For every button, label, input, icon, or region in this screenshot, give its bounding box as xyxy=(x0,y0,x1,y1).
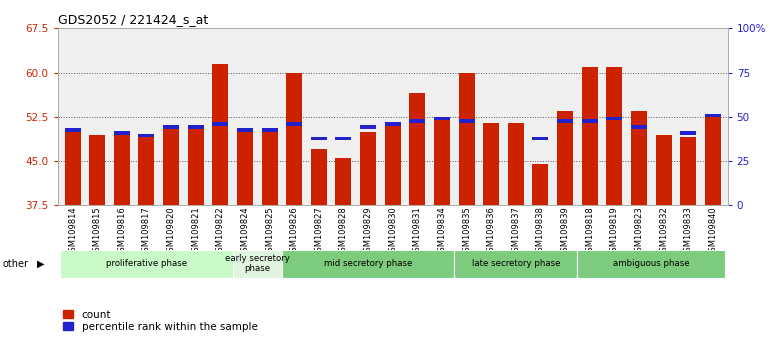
Bar xyxy=(336,137,351,141)
Text: GSM109833: GSM109833 xyxy=(684,206,693,257)
Bar xyxy=(385,122,400,126)
Text: GSM109836: GSM109836 xyxy=(487,206,496,257)
Text: GSM109819: GSM109819 xyxy=(610,206,619,257)
Text: GSM109818: GSM109818 xyxy=(585,206,594,257)
Bar xyxy=(459,120,474,123)
Text: GSM109839: GSM109839 xyxy=(561,206,570,257)
Bar xyxy=(65,129,81,132)
Text: GSM109814: GSM109814 xyxy=(68,206,77,257)
Bar xyxy=(213,64,228,205)
Bar xyxy=(459,73,474,205)
Text: GSM109837: GSM109837 xyxy=(511,206,521,257)
Text: early secretory
phase: early secretory phase xyxy=(225,254,290,273)
Bar xyxy=(385,123,400,205)
Text: GSM109835: GSM109835 xyxy=(462,206,471,257)
Bar xyxy=(581,120,598,123)
Bar xyxy=(237,129,253,205)
Text: GSM109832: GSM109832 xyxy=(659,206,668,257)
Bar xyxy=(410,120,425,123)
Bar xyxy=(188,126,204,205)
Legend: count, percentile rank within the sample: count, percentile rank within the sample xyxy=(63,310,258,332)
Text: GSM109824: GSM109824 xyxy=(240,206,249,257)
Text: GSM109817: GSM109817 xyxy=(142,206,151,257)
Bar xyxy=(484,123,499,205)
Bar xyxy=(311,149,326,205)
Text: GSM109827: GSM109827 xyxy=(314,206,323,257)
Bar xyxy=(286,73,302,205)
Bar xyxy=(410,93,425,205)
Bar xyxy=(655,135,671,205)
Text: GSM109821: GSM109821 xyxy=(191,206,200,257)
Bar xyxy=(262,129,277,205)
Bar xyxy=(139,137,155,205)
Bar xyxy=(114,132,130,205)
Text: GDS2052 / 221424_s_at: GDS2052 / 221424_s_at xyxy=(58,13,208,26)
Text: GSM109825: GSM109825 xyxy=(265,206,274,257)
Bar xyxy=(581,67,598,205)
Text: mid secretory phase: mid secretory phase xyxy=(324,259,412,268)
Text: GSM109820: GSM109820 xyxy=(166,206,176,257)
Text: late secretory phase: late secretory phase xyxy=(471,259,560,268)
Bar xyxy=(60,250,233,278)
Bar xyxy=(508,123,524,205)
Text: ▶: ▶ xyxy=(37,259,45,269)
Bar xyxy=(631,125,647,129)
Text: GSM109815: GSM109815 xyxy=(92,206,102,257)
Text: GSM109822: GSM109822 xyxy=(216,206,225,257)
Bar xyxy=(705,117,721,205)
Bar xyxy=(163,126,179,205)
Bar xyxy=(606,116,622,120)
Text: GSM109816: GSM109816 xyxy=(117,206,126,257)
Bar xyxy=(114,131,130,135)
Bar xyxy=(282,250,454,278)
Text: ambiguous phase: ambiguous phase xyxy=(613,259,690,268)
Bar xyxy=(360,125,376,129)
Bar xyxy=(163,125,179,129)
Bar xyxy=(606,67,622,205)
Bar xyxy=(336,158,351,205)
Bar xyxy=(286,122,302,126)
Text: GSM109834: GSM109834 xyxy=(437,206,447,257)
Bar xyxy=(434,117,450,205)
Text: other: other xyxy=(2,259,28,269)
Bar xyxy=(262,129,277,132)
Text: GSM109823: GSM109823 xyxy=(634,206,644,257)
Bar xyxy=(360,132,376,205)
Bar xyxy=(454,250,578,278)
Text: proliferative phase: proliferative phase xyxy=(105,259,187,268)
Bar xyxy=(434,116,450,120)
Bar xyxy=(533,137,548,141)
Text: GSM109826: GSM109826 xyxy=(290,206,299,257)
Bar xyxy=(188,125,204,129)
Text: GSM109828: GSM109828 xyxy=(339,206,348,257)
Bar xyxy=(233,250,282,278)
Bar xyxy=(139,134,155,137)
Bar xyxy=(557,111,573,205)
Bar xyxy=(311,137,326,141)
Text: GSM109831: GSM109831 xyxy=(413,206,422,257)
Bar xyxy=(680,137,696,205)
Text: GSM109829: GSM109829 xyxy=(363,206,373,257)
Bar xyxy=(631,111,647,205)
Bar xyxy=(705,114,721,117)
Bar xyxy=(680,131,696,135)
Text: GSM109830: GSM109830 xyxy=(388,206,397,257)
Bar xyxy=(237,129,253,132)
Bar xyxy=(65,129,81,205)
Bar xyxy=(557,120,573,123)
Text: GSM109838: GSM109838 xyxy=(536,206,545,257)
Bar xyxy=(213,122,228,126)
Bar xyxy=(533,164,548,205)
Text: GSM109840: GSM109840 xyxy=(708,206,718,257)
Bar xyxy=(578,250,725,278)
Bar xyxy=(89,135,105,205)
